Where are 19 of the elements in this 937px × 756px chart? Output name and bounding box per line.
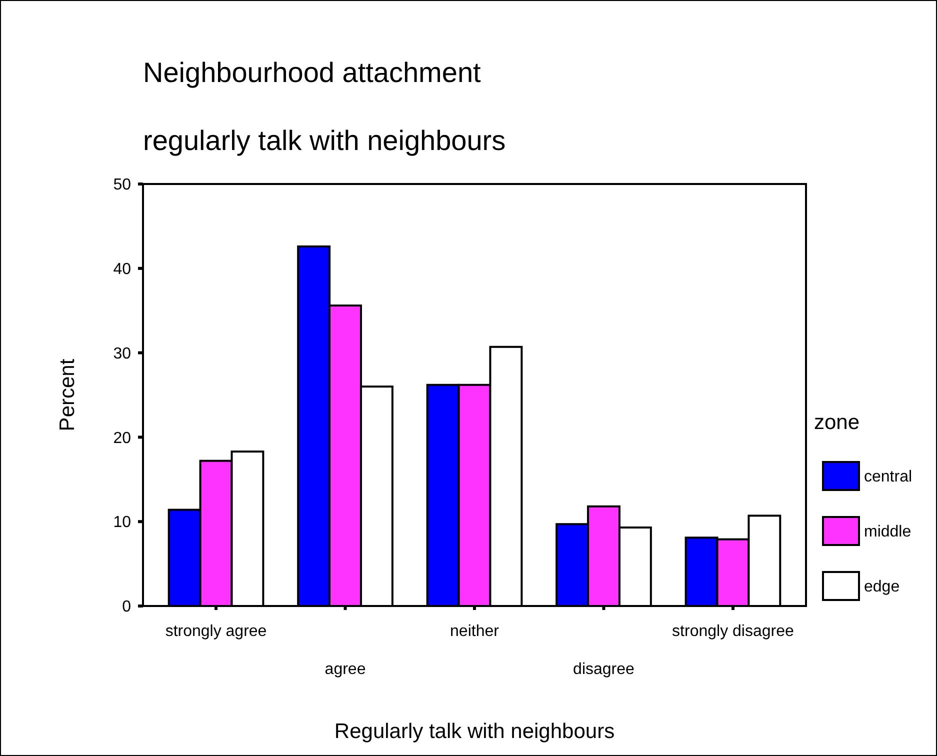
legend-label: middle [864,524,912,541]
y-tick-label: 0 [122,598,132,616]
y-tick-label: 40 [113,261,132,278]
y-tick-label: 20 [113,430,132,447]
x-axis-title: Regularly talk with neighbours [334,720,615,743]
x-tick-label: neither [450,623,500,640]
legend-title: zone [814,411,860,434]
chart-title: Neighbourhood attachment [143,57,482,88]
y-tick-label: 30 [113,345,132,362]
x-tick-label: strongly agree [165,623,267,640]
chart-subtitle: regularly talk with neighbours [143,125,506,156]
y-axis-title: Percent [56,358,79,432]
x-tick-label: agree [324,661,366,678]
x-tick-label: disagree [573,661,635,678]
y-tick-label: 50 [113,176,132,194]
legend-label: edge [864,578,900,596]
y-tick-label: 10 [113,514,132,532]
x-tick-label: strongly disagree [672,623,794,640]
legend-label: central [864,468,912,486]
